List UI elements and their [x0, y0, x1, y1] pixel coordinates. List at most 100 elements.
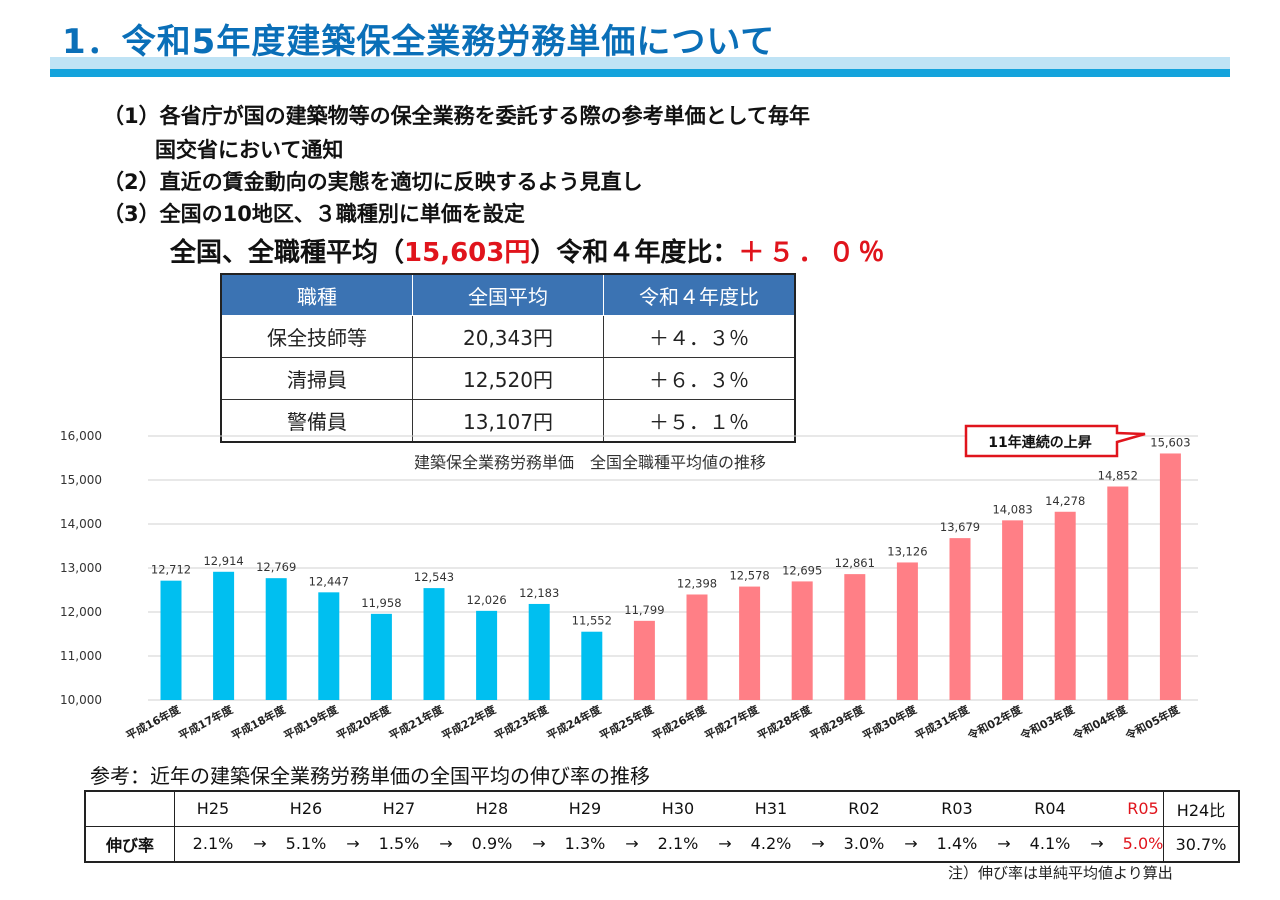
chart-title: 建築保全業務労務単価 全国全職種平均値の推移 [414, 453, 766, 472]
x-category-label: 平成22年度 [439, 702, 499, 743]
occupation-cell: ＋５．１％ [603, 399, 796, 443]
rate-value: 3.0% [843, 834, 885, 853]
bar [318, 592, 340, 700]
bullet-2: （2）直近の賃金動向の実態を適切に反映するよう見直し [103, 170, 643, 194]
x-category-label: 令和05年度 [1122, 702, 1183, 743]
table-row: 保全技師等 20,343円 ＋４．３％ [220, 315, 796, 358]
x-category-label: 平成24年度 [544, 702, 604, 743]
bar [160, 580, 182, 700]
callout-box [964, 424, 1146, 458]
summary-change: ＋５．０％ [738, 238, 889, 268]
bar [791, 581, 813, 700]
bar [949, 538, 971, 700]
y-tick-label: 12,000 [60, 605, 102, 619]
x-category-label: 平成25年度 [597, 702, 657, 743]
occupation-header-row: 職種 全国平均 令和４年度比 [220, 273, 796, 316]
rate-arrow: → [904, 834, 918, 853]
rate-year-label: H31 [754, 799, 788, 818]
y-tick-label: 14,000 [60, 517, 102, 531]
bar-value-label: 12,695 [782, 563, 822, 577]
rate-arrow: → [1090, 834, 1104, 853]
bar [686, 594, 708, 700]
bar-value-label: 12,578 [729, 569, 769, 583]
bar [476, 610, 498, 700]
x-category-label: 平成18年度 [229, 702, 289, 743]
bar-value-label: 13,679 [940, 520, 980, 534]
bar-value-label: 15,603 [1150, 435, 1190, 449]
rate-year-label: H27 [382, 799, 416, 818]
bar-value-label: 14,278 [1045, 494, 1085, 508]
x-category-label: 平成17年度 [176, 702, 236, 743]
rate-year-label: H26 [289, 799, 323, 818]
rate-values-cell: 2.1% → 5.1% → 1.5% → 0.9% → 1.3% → 2.1% → 4.2% → 3.0% →… [174, 826, 1164, 863]
rate-arrow: → [346, 834, 360, 853]
annotation-callout: 11年連続の上昇 [964, 424, 1146, 458]
bar [423, 588, 445, 700]
bar-value-label: 12,769 [256, 560, 296, 574]
rate-arrow: → [811, 834, 825, 853]
bar-value-label: 12,183 [519, 586, 559, 600]
bar [844, 574, 866, 700]
summary-prefix: 全国、全職種平均 [170, 238, 379, 268]
occupation-cell: 清掃員 [220, 357, 413, 400]
page-title: 1．令和5年度建築保全業務労務単価について [62, 22, 776, 62]
rate-arrow: → [532, 834, 546, 853]
wage-bar-chart: 建築保全業務労務単価 全国全職種平均値の推移 10,000 11,000 12,00… [60, 424, 1198, 743]
occupation-cell: 13,107円 [412, 399, 604, 443]
rate-row-label: 伸び率 [84, 826, 175, 863]
y-tick-label: 16,000 [60, 429, 102, 443]
x-category-label: 令和03年度 [1017, 702, 1078, 743]
bar [1107, 486, 1129, 700]
x-category-label: 平成31年度 [912, 702, 972, 743]
rate-year-label: H28 [475, 799, 509, 818]
y-tick-label: 15,000 [60, 473, 102, 487]
rate-value: 4.2% [750, 834, 792, 853]
bar-value-label: 12,543 [414, 570, 454, 584]
growth-rate-table: H25 H26 H27 H28 H29 H30 H31 R02 R03 R04 R05 H24比 伸び… [84, 790, 1240, 863]
bar-value-label: 12,712 [151, 563, 191, 577]
bar-value-label: 11,552 [572, 614, 612, 628]
x-category-label: 平成19年度 [281, 702, 341, 743]
table-row: 清掃員 12,520円 ＋６．３％ [220, 357, 796, 400]
bar [213, 571, 235, 700]
occupation-header-ratio: 令和４年度比 [603, 273, 796, 316]
rate-arrow: → [997, 834, 1011, 853]
rate-years-cell: H25 H26 H27 H28 H29 H30 H31 R02 R03 R04 R05 [174, 790, 1164, 827]
rate-corner-cell [84, 790, 175, 827]
bar-value-label: 11,799 [624, 603, 664, 617]
chart-bars: 12,712 平成16年度 12,914 平成17年度 12,769 平成18年度 12,4… [123, 435, 1190, 742]
bar [581, 631, 603, 700]
footnote: 注）伸び率は単純平均値より算出 [948, 864, 1173, 882]
rate-value: 4.1% [1029, 834, 1071, 853]
summary-open: （ [378, 238, 405, 268]
rate-value: 2.1% [192, 834, 234, 853]
rate-value: 1.5% [378, 834, 420, 853]
x-category-label: 平成20年度 [334, 702, 394, 743]
rate-header-row: H25 H26 H27 H28 H29 H30 H31 R02 R03 R04 R05 H24比 [84, 790, 1240, 827]
bar [1159, 453, 1181, 700]
y-tick-label: 10,000 [60, 693, 102, 707]
x-category-label: 平成21年度 [386, 702, 446, 743]
bar-value-label: 13,126 [887, 544, 927, 558]
occupation-table: 職種 全国平均 令和４年度比 保全技師等 20,343円 ＋４．３％ 清掃員 1… [220, 273, 796, 443]
bar [265, 578, 287, 700]
y-tick-label: 13,000 [60, 561, 102, 575]
bullet-1-cont: 国交省において通知 [155, 138, 344, 162]
rate-value: 1.4% [936, 834, 978, 853]
y-tick-label: 11,000 [60, 649, 102, 663]
bar-value-label: 12,861 [835, 556, 875, 570]
rate-year-label: H25 [196, 799, 230, 818]
x-category-label: 平成23年度 [492, 702, 552, 743]
bar [370, 613, 392, 700]
summary-close: ）令和４年度比： [530, 238, 739, 268]
x-category-label: 平成16年度 [123, 702, 183, 743]
x-category-label: 平成30年度 [860, 702, 920, 743]
rate-year-label: R04 [1034, 799, 1066, 818]
rate-value: 5.1% [285, 834, 327, 853]
bar [1002, 520, 1024, 700]
occupation-cell: 保全技師等 [220, 315, 413, 358]
bar-value-label: 12,914 [203, 554, 243, 568]
title-underline-dark [50, 69, 1230, 77]
bar [528, 603, 550, 700]
occupation-cell: 12,520円 [412, 357, 604, 400]
